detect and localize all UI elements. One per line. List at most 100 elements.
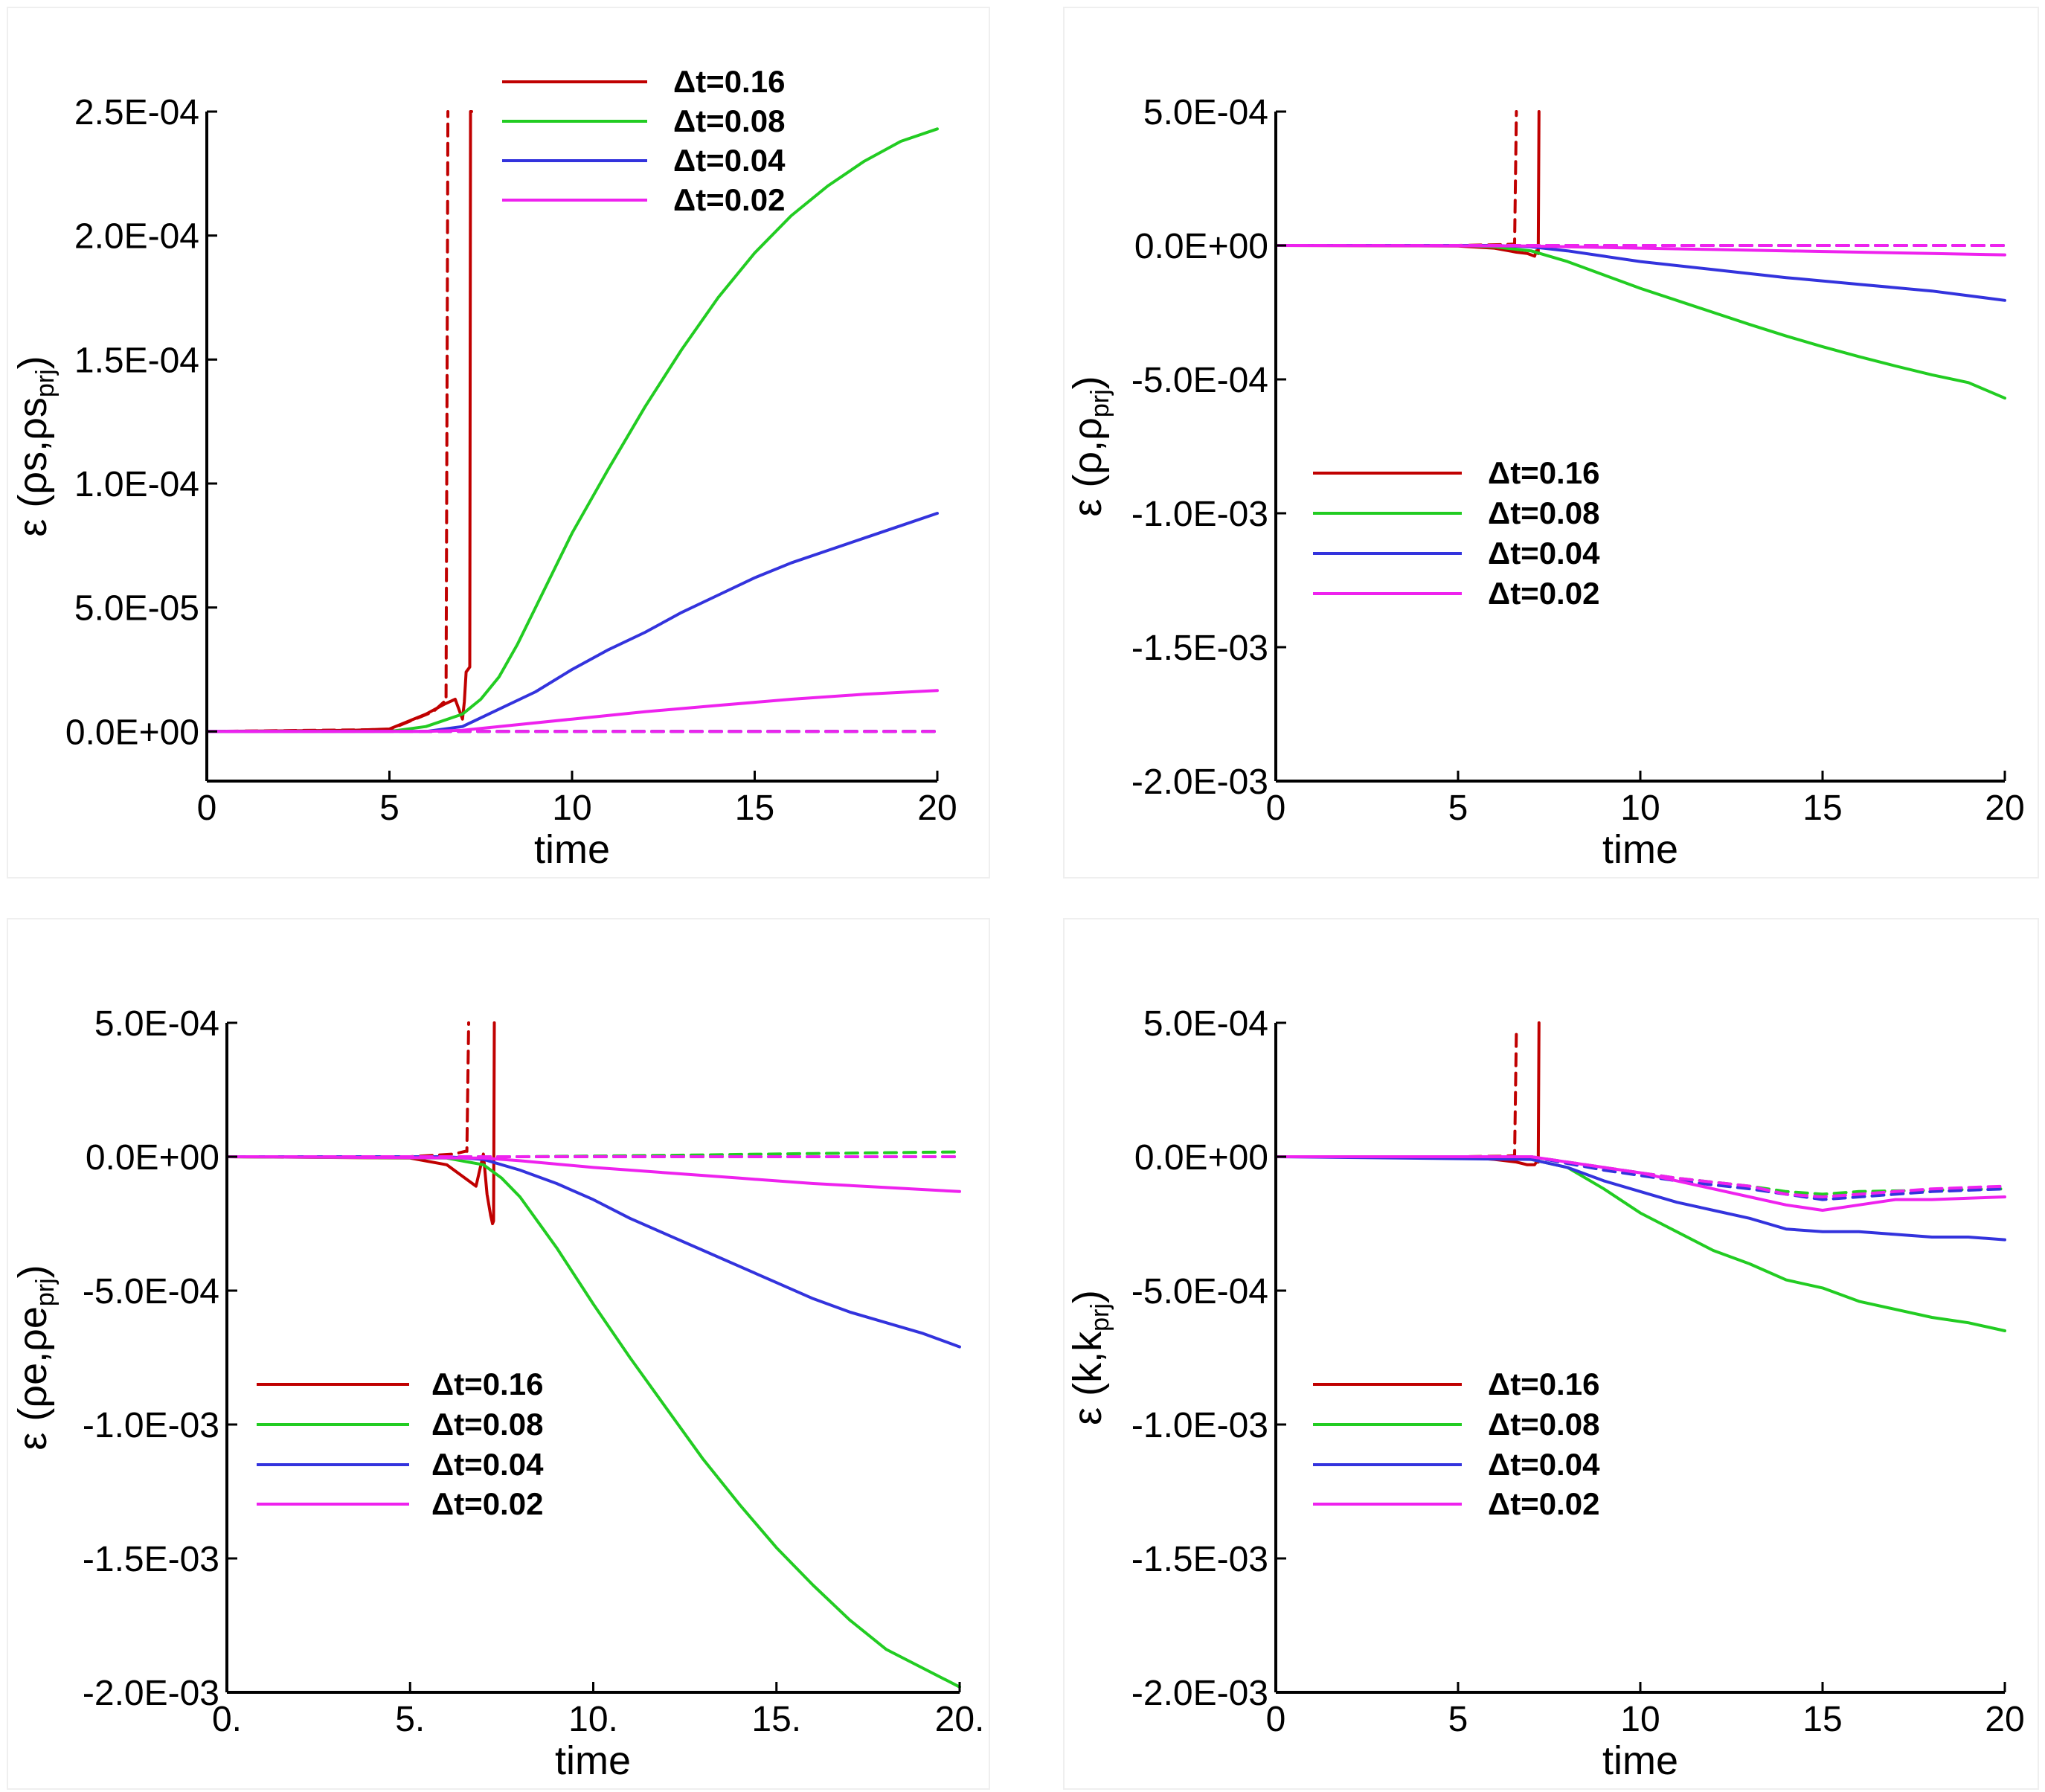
series-line-t-0-04-4: [225, 1155, 961, 1349]
panel-1-series: [205, 110, 939, 733]
legend-label-dt004: Δt=0.04: [673, 143, 786, 178]
x-tick-label: 5.: [395, 1700, 425, 1739]
panel-2-y-label: ε (ρ,ρprj): [1065, 376, 1114, 516]
panel-2-ticks: 0 5 10 15 20 -2.0E-03 -1.5E-03 -1.0E-03 -5.0E-04…: [1131, 93, 2025, 828]
y-tick-label: 2.5E-04: [74, 93, 199, 132]
legend-label-dt002: Δt=0.02: [673, 182, 785, 217]
y-tick-label: 5.0E-04: [1143, 1004, 1268, 1044]
x-tick-label: 5: [1448, 789, 1468, 828]
panel-4-x-label: time: [1602, 1738, 1678, 1783]
y-tick-label: -1.0E-03: [83, 1406, 219, 1445]
y-tick-label: -5.0E-04: [1131, 1272, 1268, 1311]
y-tick-label: -1.0E-03: [1131, 495, 1268, 534]
x-tick-label: 0: [1266, 789, 1286, 828]
y-tick-label: -1.5E-03: [1131, 1540, 1268, 1579]
panel-4-background: [1063, 918, 2039, 1790]
y-tick-label: 5.0E-05: [74, 589, 199, 629]
y-tick-label: -1.0E-03: [1131, 1406, 1268, 1445]
x-tick-label: 10: [552, 789, 591, 828]
legend-label-dt016: Δt=0.16: [1488, 455, 1599, 490]
y-tick-label: 5.0E-04: [94, 1004, 219, 1044]
legend-label-dt016: Δt=0.16: [673, 64, 785, 99]
y-tick-label: -1.5E-03: [1131, 629, 1268, 668]
legend-label-dt004: Δt=0.04: [1488, 1447, 1600, 1482]
x-tick-label: 0: [197, 789, 217, 828]
series-line-t-0-08-2: [205, 127, 939, 733]
legend-label-dt008: Δt=0.08: [1488, 495, 1599, 530]
panel-1: 0 5 10 15 20 0.0E+00 5.0E-05 1.0E-04 1.5E-04 2.0E…: [7, 7, 990, 879]
x-tick-label: 15: [735, 789, 774, 828]
series-line-t-0-16-0: [225, 1021, 496, 1225]
series-line-t-0-08-2: [225, 1155, 961, 1689]
x-tick-label: 15: [1802, 789, 1842, 828]
legend-label-dt002: Δt=0.02: [1488, 576, 1599, 611]
panel-4-series: [1274, 1021, 2006, 1332]
panel-4-ticks: 0 5 10 15 20 -2.0E-03 -1.5E-03 -1.0E-03 -5.0E-04…: [1131, 1004, 2025, 1739]
legend-label-dt004: Δt=0.04: [1488, 536, 1600, 571]
legend-label-dt008: Δt=0.08: [1488, 1407, 1599, 1442]
legend-label-dt002: Δt=0.02: [1488, 1486, 1599, 1521]
y-tick-label: 0.0E+00: [86, 1138, 219, 1178]
x-tick-label: 20: [1985, 789, 2024, 828]
legend-label-dt016: Δt=0.16: [431, 1367, 543, 1401]
x-tick-label: 10: [1620, 1700, 1660, 1739]
legend-label-dt008: Δt=0.08: [431, 1407, 543, 1442]
panel-4-legend: Δt=0.16 Δt=0.08 Δt=0.04 Δt=0.02: [1313, 1367, 1600, 1521]
panel-1-legend: Δt=0.16 Δt=0.08 Δt=0.04 Δt=0.02: [502, 64, 786, 217]
y-tick-label: 0.0E+00: [65, 713, 199, 752]
y-tick-label: 5.0E-04: [1143, 93, 1268, 132]
panel-1-x-label: time: [534, 827, 610, 872]
legend-label-dt004: Δt=0.04: [431, 1447, 544, 1482]
panel-3-background: [7, 918, 990, 1790]
x-tick-label: 20: [1985, 1700, 2024, 1739]
y-tick-label: 0.0E+00: [1134, 1138, 1268, 1178]
x-tick-label: 10: [1620, 789, 1660, 828]
legend-label-dt008: Δt=0.08: [673, 103, 785, 138]
series-line-t-0-02-projected-7: [1274, 1155, 2006, 1198]
x-tick-label: 20.: [935, 1700, 985, 1739]
series-line-t-0-08-2: [1274, 244, 2006, 400]
y-tick-label: -2.0E-03: [1131, 1674, 1268, 1713]
y-tick-label: -2.0E-03: [83, 1674, 219, 1713]
x-tick-label: 5: [1448, 1700, 1468, 1739]
y-tick-label: -5.0E-04: [1131, 361, 1268, 400]
y-tick-label: 2.0E-04: [74, 217, 199, 257]
legend-label-dt016: Δt=0.16: [1488, 1367, 1599, 1401]
panel-3-legend: Δt=0.16 Δt=0.08 Δt=0.04 Δt=0.02: [257, 1367, 544, 1521]
y-tick-label: 1.5E-04: [74, 341, 199, 380]
legend-label-dt002: Δt=0.02: [431, 1486, 543, 1521]
series-line-t-0-16-projected-1: [205, 110, 450, 733]
panel-4-y-label: ε (k,kprj): [1065, 1290, 1114, 1425]
x-tick-label: 20: [917, 789, 957, 828]
y-tick-label: 0.0E+00: [1134, 227, 1268, 266]
panel-2-series: [1274, 110, 2006, 400]
series-line-t-0-04-4: [1274, 1155, 2006, 1242]
panel-3-series: [225, 1021, 961, 1689]
x-tick-label: 0.: [212, 1700, 242, 1739]
panel-2-background: [1063, 7, 2039, 879]
panel-2-x-label: time: [1602, 827, 1678, 872]
x-tick-label: 0: [1266, 1700, 1286, 1739]
y-tick-label: 1.0E-04: [74, 465, 199, 504]
y-tick-label: -5.0E-04: [83, 1272, 219, 1311]
panel-1-y-label: ε (ρs,ρsprj): [10, 356, 60, 536]
panel-2: 0 5 10 15 20 -2.0E-03 -1.5E-03 -1.0E-03 -5.0E-04…: [1063, 7, 2039, 879]
x-tick-label: 5: [379, 789, 399, 828]
series-line-t-0-04-4: [205, 512, 939, 733]
y-tick-label: -2.0E-03: [1131, 762, 1268, 802]
y-tick-label: -1.5E-03: [83, 1540, 219, 1579]
x-tick-label: 15: [1802, 1700, 1842, 1739]
series-line-t-0-16-projected-1: [225, 1021, 470, 1158]
series-line-t-0-02-6: [1274, 244, 2006, 257]
x-tick-label: 15.: [751, 1700, 801, 1739]
series-line-t-0-02-6: [1274, 1155, 2006, 1212]
panel-2-legend: Δt=0.16 Δt=0.08 Δt=0.04 Δt=0.02: [1313, 455, 1600, 611]
panel-3: 0. 5. 10. 15. 20. -2.0E-03 -1.5E-03 -1.0E-03 -5.…: [7, 918, 990, 1790]
panel-1-ticks: 0 5 10 15 20 0.0E+00 5.0E-05 1.0E-04 1.5E-04 2.0E…: [65, 93, 957, 828]
x-tick-label: 10.: [568, 1700, 618, 1739]
panel-3-y-label: ε (ρe,ρeprj): [10, 1265, 60, 1450]
panel-3-ticks: 0. 5. 10. 15. 20. -2.0E-03 -1.5E-03 -1.0E-03 -5.…: [83, 1004, 984, 1739]
panel-4: 0 5 10 15 20 -2.0E-03 -1.5E-03 -1.0E-03 -5.0E-04…: [1063, 918, 2039, 1790]
series-line-t-0-02-6: [225, 1155, 961, 1193]
